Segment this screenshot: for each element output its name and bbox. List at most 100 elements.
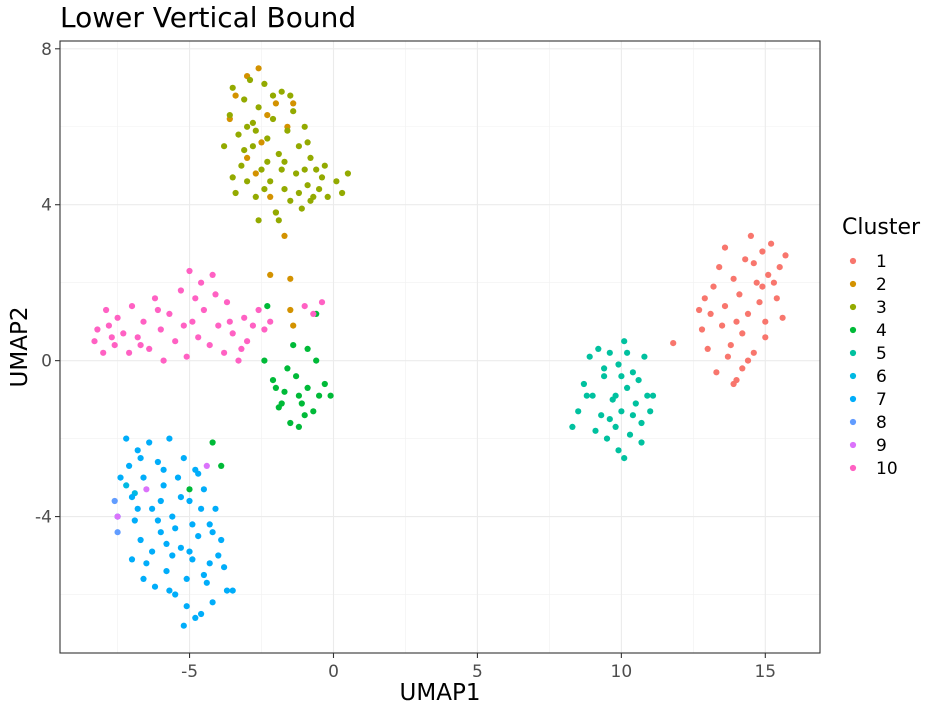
data-point-cluster-7	[143, 560, 150, 567]
data-point-cluster-7	[212, 505, 219, 512]
data-point-cluster-3	[261, 80, 268, 87]
data-point-cluster-5	[615, 447, 622, 454]
data-point-cluster-3	[249, 143, 256, 150]
data-point-cluster-3	[229, 174, 236, 181]
data-point-cluster-4	[186, 486, 193, 493]
legend-label-cluster-8: 8	[876, 413, 887, 433]
data-point-cluster-2	[267, 271, 274, 278]
data-point-cluster-10	[126, 349, 133, 356]
data-point-cluster-3	[339, 189, 346, 197]
data-point-cluster-4	[304, 384, 311, 391]
data-point-cluster-4	[313, 357, 320, 364]
data-point-cluster-10	[223, 299, 231, 306]
data-point-cluster-10	[226, 318, 233, 325]
data-point-cluster-1	[773, 295, 780, 302]
data-point-cluster-7	[126, 462, 133, 469]
legend-label-cluster-2: 2	[876, 275, 887, 295]
data-point-cluster-1	[721, 244, 729, 251]
data-point-cluster-3	[313, 166, 320, 173]
legend-key-cluster-8	[849, 418, 857, 426]
data-point-cluster-10	[198, 279, 205, 286]
data-point-cluster-10	[154, 306, 161, 314]
data-point-cluster-4	[290, 342, 297, 349]
data-point-cluster-10	[267, 318, 274, 325]
legend-label-cluster-5: 5	[876, 344, 887, 364]
data-point-cluster-1	[753, 279, 760, 286]
x-tick-label: 0	[328, 662, 339, 682]
data-point-cluster-10	[105, 322, 112, 329]
data-point-cluster-3	[307, 197, 314, 204]
data-point-cluster-7	[180, 622, 187, 629]
legend-key-cluster-6	[849, 372, 857, 380]
data-point-cluster-2	[272, 100, 279, 107]
data-point-cluster-3	[275, 217, 282, 224]
data-point-cluster-10	[172, 338, 179, 345]
legend-title: Cluster	[842, 215, 921, 240]
data-point-cluster-10	[134, 334, 141, 341]
data-point-cluster-7	[218, 536, 225, 544]
data-point-cluster-2	[287, 275, 294, 282]
data-point-cluster-7	[160, 466, 167, 473]
data-point-cluster-3	[264, 135, 271, 142]
data-point-cluster-1	[744, 357, 752, 364]
data-point-cluster-10	[120, 330, 127, 337]
legend: Cluster 1 2 3 4 5 6 7 8 9 10	[842, 215, 921, 479]
data-point-cluster-1	[701, 295, 708, 302]
data-point-cluster-3	[244, 178, 251, 185]
data-point-cluster-1	[713, 369, 720, 376]
data-point-cluster-5	[618, 408, 625, 415]
data-point-cluster-10	[128, 303, 136, 310]
y-tick-label: 0	[41, 352, 52, 372]
data-point-cluster-7	[200, 486, 207, 493]
legend-label-cluster-1: 1	[876, 252, 887, 272]
legend-label-cluster-4: 4	[876, 321, 887, 341]
data-point-cluster-7	[221, 564, 228, 571]
data-point-cluster-7	[206, 521, 213, 528]
data-point-cluster-7	[131, 517, 138, 524]
data-point-cluster-3	[321, 162, 328, 169]
data-point-cluster-7	[117, 474, 124, 481]
data-point-cluster-3	[249, 119, 256, 126]
data-point-cluster-1	[739, 330, 746, 337]
data-point-cluster-1	[670, 340, 677, 347]
data-point-cluster-7	[140, 575, 147, 583]
data-point-cluster-7	[137, 455, 144, 462]
data-point-cluster-10	[261, 326, 268, 333]
data-point-cluster-3	[278, 88, 285, 95]
y-tick-label: 4	[41, 196, 52, 216]
legend-key-cluster-9	[849, 441, 857, 449]
data-point-cluster-7	[169, 552, 176, 559]
data-point-cluster-10	[310, 310, 317, 317]
data-point-cluster-3	[281, 158, 288, 165]
data-point-cluster-7	[200, 571, 207, 579]
y-tick-label: -4	[35, 508, 52, 528]
data-point-cluster-10	[137, 342, 144, 349]
data-point-cluster-3	[269, 92, 277, 99]
data-point-cluster-7	[134, 447, 141, 454]
data-point-cluster-10	[238, 345, 245, 352]
data-point-cluster-3	[269, 115, 277, 123]
data-point-cluster-5	[598, 412, 605, 419]
legend-key-cluster-7	[849, 395, 857, 403]
plot-border	[59, 40, 821, 654]
data-point-cluster-10	[241, 314, 248, 321]
data-point-cluster-7	[189, 521, 196, 528]
data-point-cluster-10	[114, 314, 121, 321]
data-point-cluster-3	[229, 84, 236, 91]
data-point-cluster-1	[750, 260, 757, 267]
data-point-cluster-7	[149, 548, 156, 555]
data-point-cluster-9	[203, 462, 210, 469]
data-point-cluster-9	[143, 486, 150, 493]
data-point-cluster-1	[730, 380, 737, 388]
legend-label-cluster-6: 6	[876, 367, 887, 387]
data-point-cluster-7	[206, 560, 213, 567]
x-tick-label: -5	[181, 662, 198, 682]
data-point-cluster-1	[696, 306, 703, 314]
data-point-cluster-10	[140, 318, 147, 325]
data-point-cluster-5	[621, 338, 628, 345]
data-point-cluster-10	[244, 338, 251, 345]
data-point-cluster-3	[307, 154, 314, 161]
data-point-cluster-10	[151, 295, 159, 302]
data-point-cluster-1	[698, 326, 706, 333]
data-point-cluster-7	[192, 614, 199, 622]
